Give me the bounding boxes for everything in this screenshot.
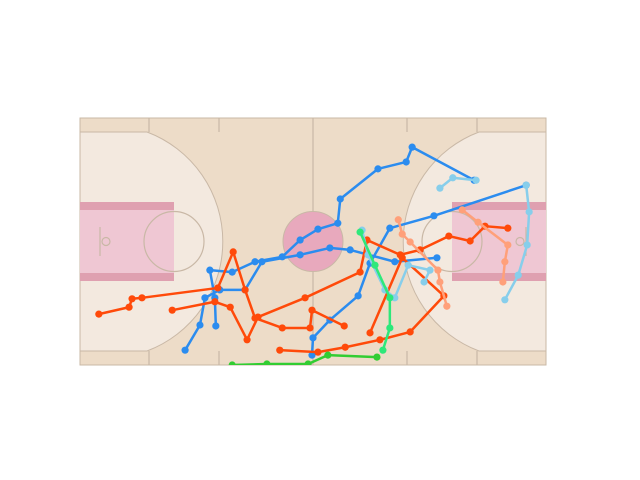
track-point (326, 244, 334, 252)
track-point (443, 302, 451, 310)
track-line (171, 224, 508, 342)
track-point (472, 176, 480, 184)
track-line (310, 183, 527, 356)
track-point (276, 346, 284, 354)
track-point (251, 258, 259, 266)
track-point (214, 284, 222, 292)
track-point (241, 286, 249, 294)
track-point (138, 294, 146, 302)
track-point (201, 294, 209, 302)
track-point (404, 261, 412, 269)
track-point (504, 224, 512, 232)
track-point (371, 261, 379, 269)
track-point (314, 348, 322, 356)
track-point (356, 268, 364, 276)
track-point (426, 266, 434, 274)
track-point (324, 351, 332, 359)
track-point (95, 310, 103, 318)
track-point (128, 295, 136, 303)
track-point (125, 303, 133, 311)
track-point (394, 216, 402, 224)
track-point (402, 158, 410, 166)
track-point (354, 292, 362, 300)
track-point (308, 351, 316, 359)
track-point (376, 336, 384, 344)
track-point (340, 322, 348, 330)
track-point (398, 254, 406, 262)
track-point (229, 248, 237, 256)
track-point (386, 224, 394, 232)
track-point (226, 303, 234, 311)
track-point (514, 271, 522, 279)
tracks (95, 143, 533, 365)
track-point (346, 246, 354, 254)
track-point (406, 238, 414, 246)
track-point (373, 353, 381, 361)
track-point (243, 336, 251, 344)
track-line (208, 145, 475, 327)
track-point (391, 258, 399, 266)
track-point (386, 324, 394, 332)
track-point (374, 165, 382, 173)
track-point (258, 258, 266, 266)
track-point (525, 208, 533, 216)
track-point (336, 195, 344, 203)
track-point (430, 212, 438, 220)
track-point (334, 219, 342, 227)
track-point (466, 237, 474, 245)
track-point (308, 306, 316, 314)
track-point (278, 324, 286, 332)
track-point (296, 251, 304, 259)
track-point (504, 241, 512, 249)
track-point (304, 360, 312, 365)
track-point (168, 306, 176, 314)
track-point (458, 206, 466, 214)
track-point (301, 294, 309, 302)
track-point (263, 360, 271, 365)
track-point (398, 230, 406, 238)
track-point (522, 181, 530, 189)
track-point (433, 254, 441, 262)
track-point (474, 218, 482, 226)
track-point (501, 296, 509, 304)
track-point (196, 321, 204, 329)
track-point (408, 143, 416, 151)
track-point (436, 184, 444, 192)
track-point (211, 298, 219, 306)
track-point (391, 294, 399, 302)
track-point (434, 266, 442, 274)
track-point (445, 232, 453, 240)
track-point (366, 329, 374, 337)
track-point (296, 236, 304, 244)
track-point (314, 225, 322, 233)
track-point (386, 294, 394, 302)
track-point (228, 361, 236, 365)
track-point (501, 258, 509, 266)
track-point (449, 174, 457, 182)
track-point (420, 278, 428, 286)
track-point (406, 328, 414, 336)
track-point (212, 322, 220, 330)
track-point (181, 346, 189, 354)
track-point (309, 334, 317, 342)
track-point (356, 228, 364, 236)
track-point (228, 268, 236, 276)
track-point (306, 324, 314, 332)
track-point (523, 241, 531, 249)
track-point (499, 278, 507, 286)
track-point (254, 313, 262, 321)
track-point (436, 278, 444, 286)
track-point (379, 346, 387, 354)
track-point (341, 343, 349, 351)
track-point (206, 266, 214, 274)
